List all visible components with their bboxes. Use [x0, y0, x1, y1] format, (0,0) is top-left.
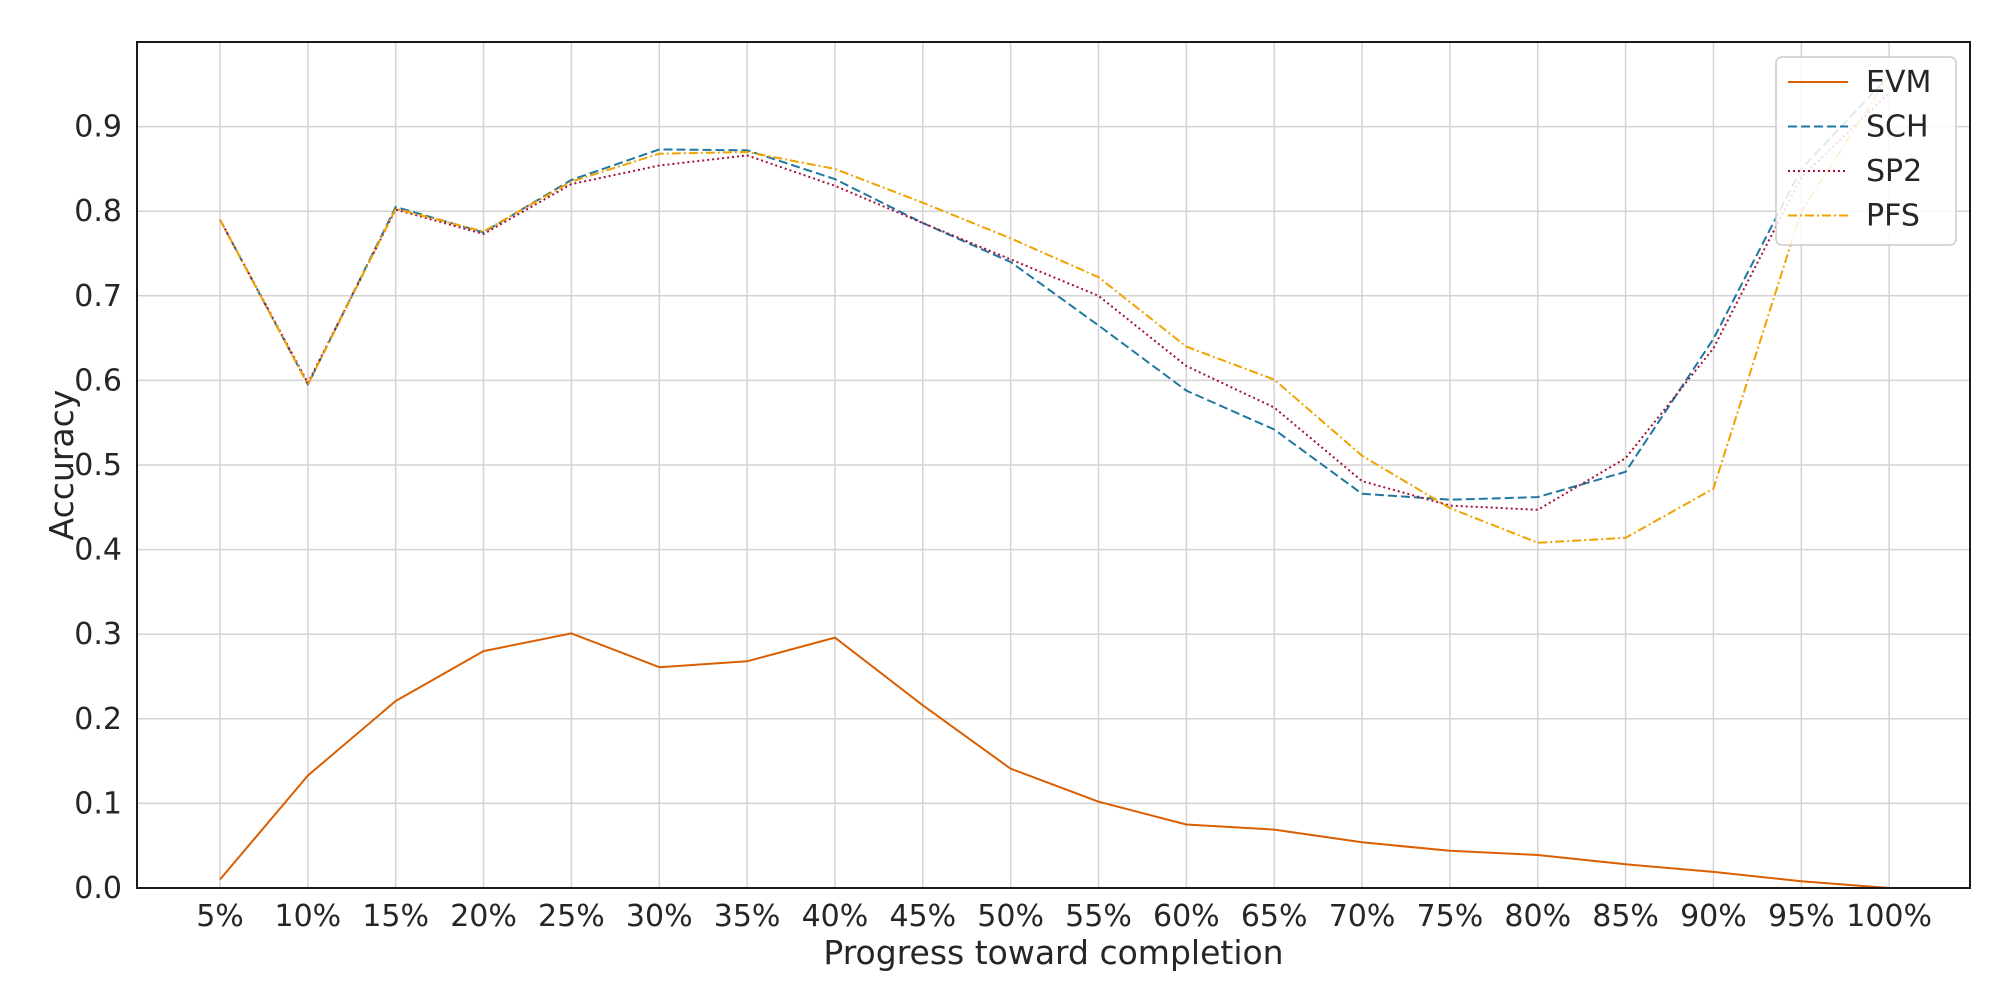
y-tick-label: 0.7 — [74, 279, 122, 314]
legend-box — [1775, 56, 1957, 246]
series-line-pfs — [219, 75, 1890, 544]
x-tick-label: 20% — [450, 899, 517, 934]
x-tick-label: 5% — [196, 899, 244, 934]
y-tick-label: 0.8 — [74, 194, 122, 229]
x-tick-label: 35% — [714, 899, 781, 934]
legend-label-pfs: PFS — [1866, 199, 1920, 234]
x-tick-label: 10% — [275, 899, 342, 934]
x-tick-label: 40% — [802, 899, 869, 934]
x-tick-label: 55% — [1065, 899, 1132, 934]
x-axis-label: Progress toward completion — [823, 933, 1283, 972]
y-tick-label: 0.2 — [74, 702, 122, 737]
x-tick-label: 70% — [1329, 899, 1396, 934]
x-tick-label: 50% — [977, 899, 1044, 934]
x-tick-label: 85% — [1592, 899, 1659, 934]
series-layer — [219, 75, 1890, 889]
x-tick-label: 100% — [1846, 899, 1932, 934]
legend-label-evm: EVM — [1866, 65, 1931, 100]
series-line-evm — [219, 632, 1890, 889]
x-tick-label: 95% — [1768, 899, 1835, 934]
plot-frame — [136, 41, 1971, 889]
y-tick-label: 0.4 — [74, 533, 122, 568]
legend: EVM SCH SP2 PFS — [1775, 56, 1957, 246]
y-tick-label: 0.9 — [74, 110, 122, 145]
x-tick-label: 25% — [538, 899, 605, 934]
x-tick-label: 30% — [626, 899, 693, 934]
y-axis-label: Accuracy — [42, 390, 81, 541]
x-tick-label: 75% — [1417, 899, 1484, 934]
y-tick-label: 0.5 — [74, 448, 122, 483]
x-tick-label: 45% — [889, 899, 956, 934]
grid-layer — [137, 42, 1970, 889]
y-tick-label: 0.3 — [74, 617, 122, 652]
ticks-layer: 5% 10% 15% 20% 25% 30% 35% 40% 45% 50% 55% 60% 65% 70… — [74, 110, 1932, 934]
y-tick-label: 0.1 — [74, 786, 122, 821]
legend-label-sch: SCH — [1866, 110, 1929, 145]
x-tick-label: 90% — [1680, 899, 1747, 934]
x-tick-label: 80% — [1504, 899, 1571, 934]
series-line-sp2 — [219, 92, 1890, 511]
x-tick-label: 65% — [1241, 899, 1308, 934]
x-tick-label: 15% — [362, 899, 429, 934]
series-line-sch — [219, 75, 1890, 501]
y-tick-label: 0.0 — [74, 871, 122, 906]
legend-label-sp2: SP2 — [1866, 154, 1922, 189]
x-tick-label: 60% — [1153, 899, 1220, 934]
y-tick-label: 0.6 — [74, 363, 122, 398]
